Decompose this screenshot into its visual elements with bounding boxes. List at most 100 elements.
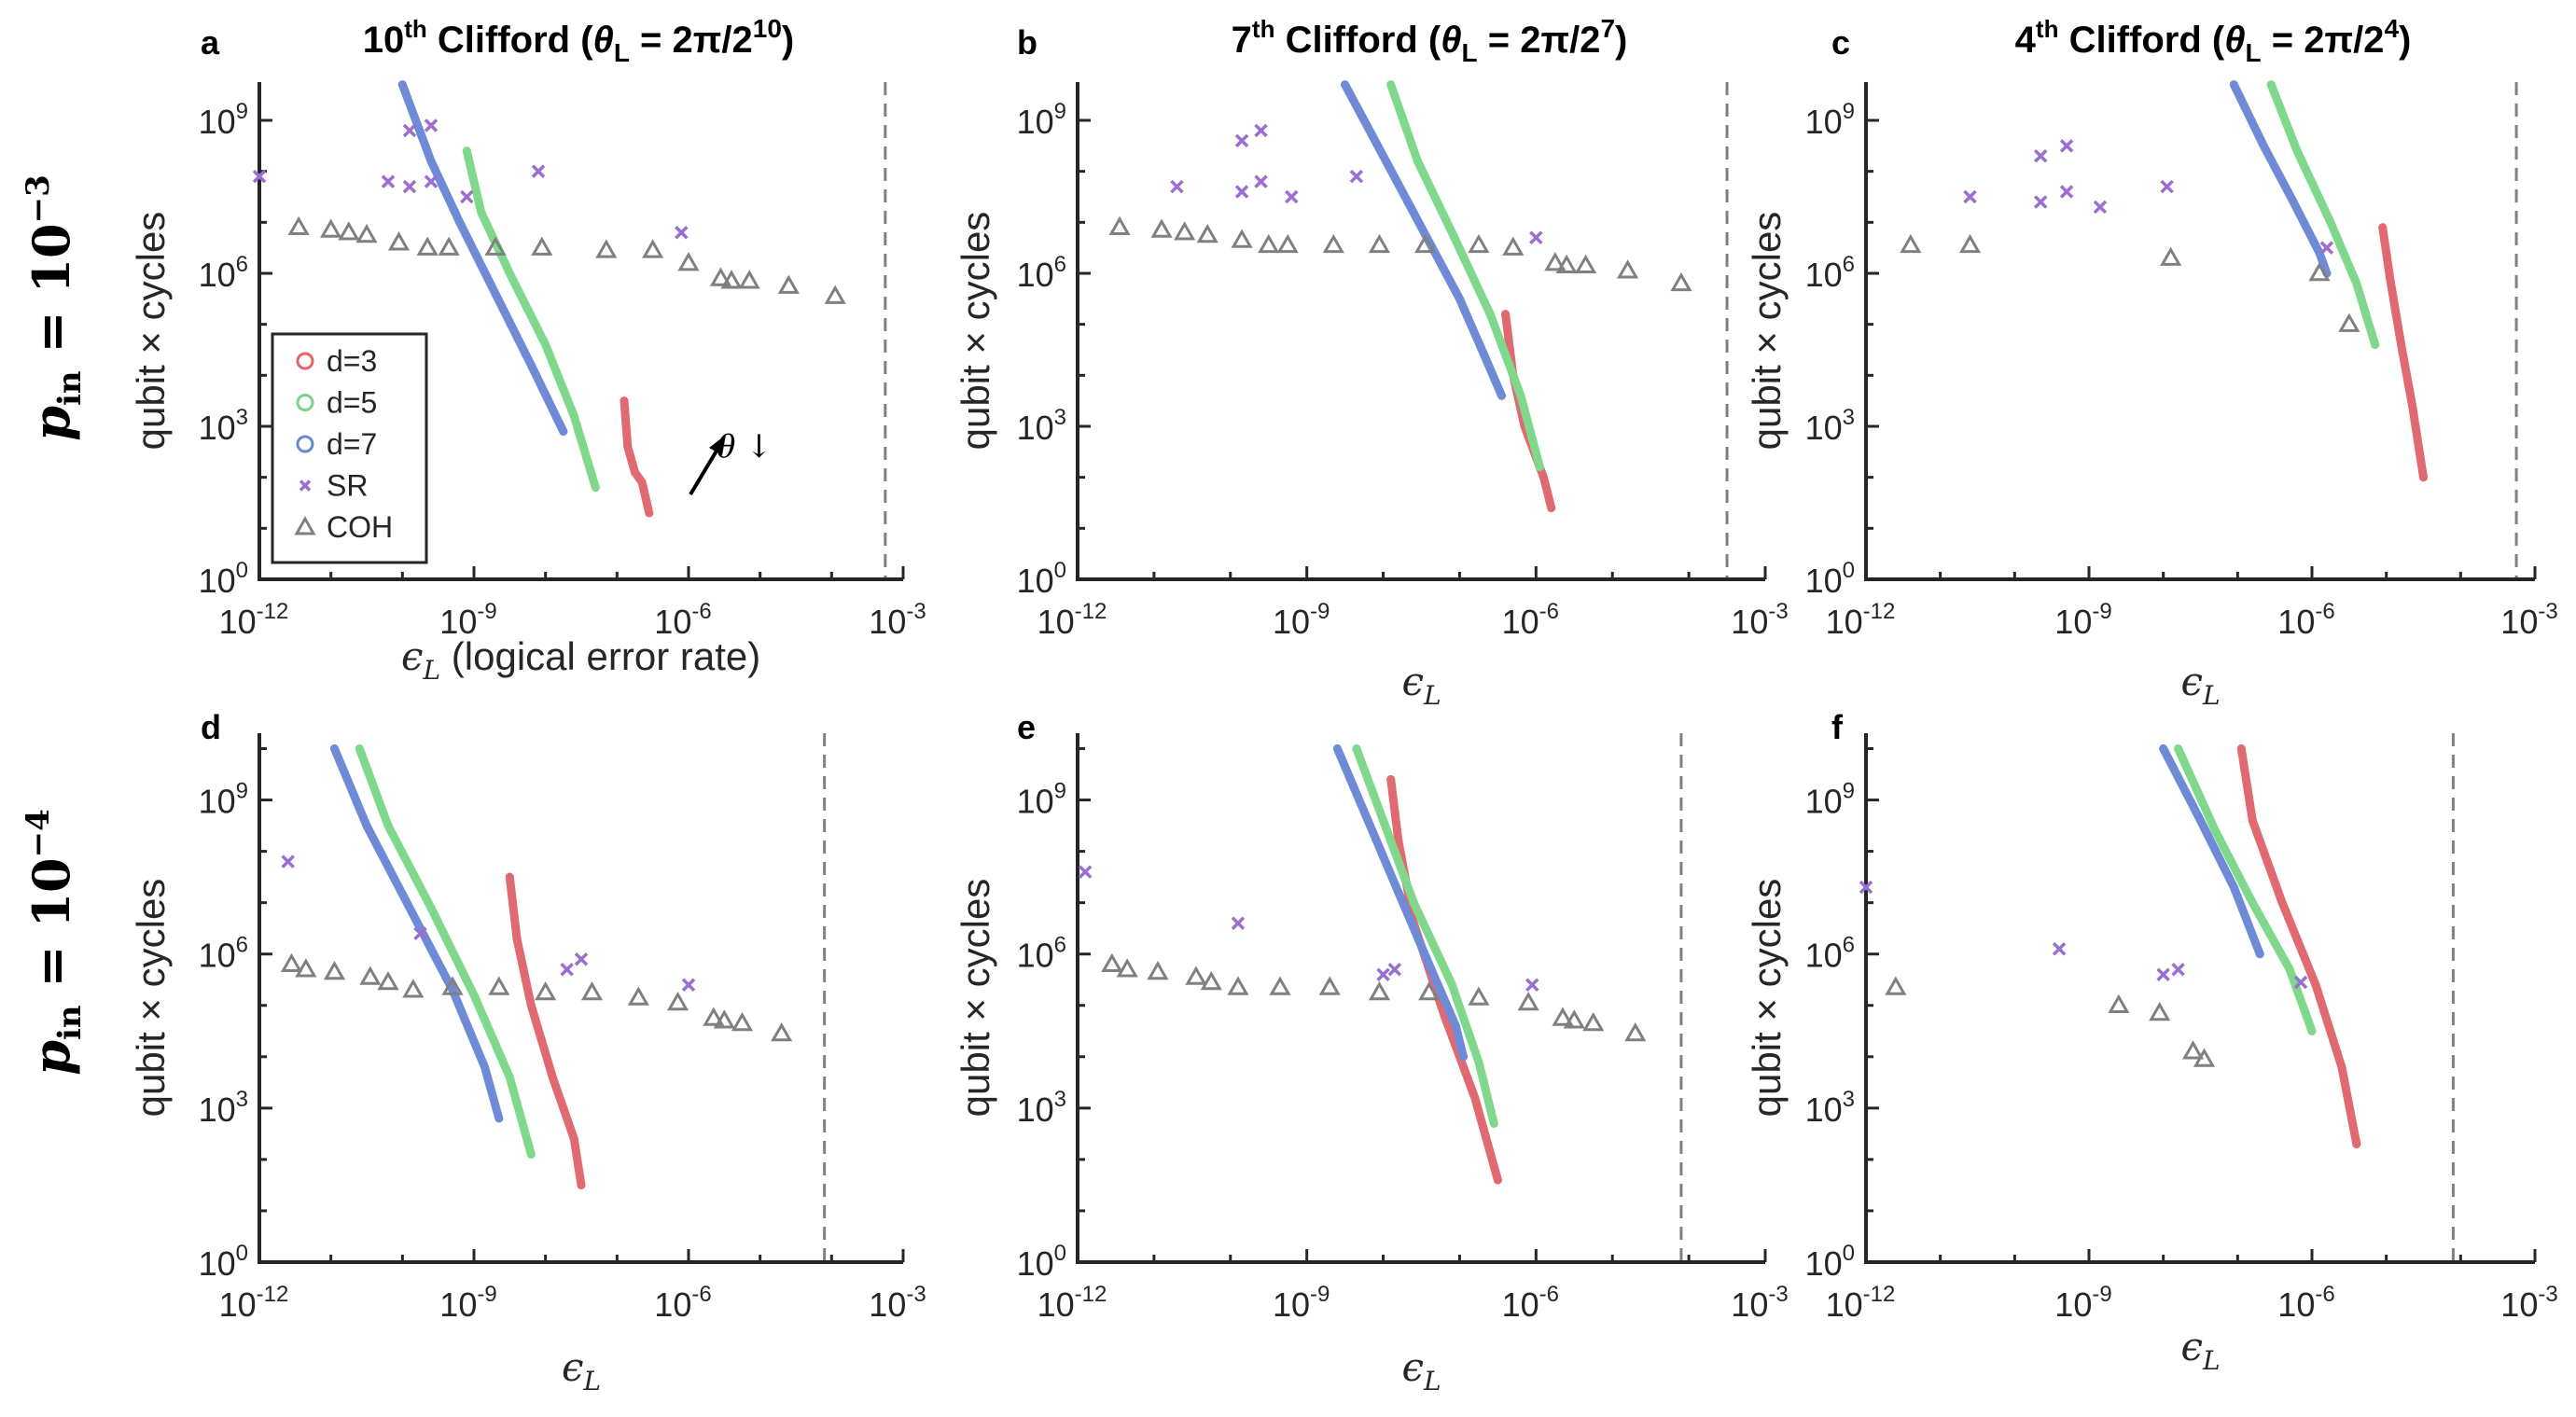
y-tick-label: 103 [1017, 1087, 1066, 1129]
data-point [2386, 273, 2395, 283]
x-tick-base: 10 [2277, 1285, 2315, 1324]
coh-marker [488, 976, 510, 995]
sr-marker [2059, 139, 2074, 153]
data-point [559, 426, 568, 436]
coh-marker [1885, 976, 1907, 995]
coh-marker [1116, 958, 1138, 978]
x-axis-sub: L [423, 655, 441, 686]
y-axis-label: qubit × cycles [954, 879, 997, 1118]
series-SR [1078, 865, 1539, 992]
coh-marker [1269, 976, 1291, 995]
title-sup: th [404, 15, 427, 43]
coh-marker [709, 267, 732, 286]
coh-marker [377, 970, 399, 991]
data-point [1447, 228, 1456, 237]
y-tick-base: 10 [1805, 937, 1843, 975]
data-point [1493, 1175, 1502, 1185]
curve-d7 [1341, 80, 1506, 400]
x-tick-label: 10-9 [2054, 599, 2111, 641]
data-point [526, 360, 536, 369]
curve-d3 [2378, 223, 2428, 482]
sr-marker-stroke [1349, 169, 1364, 184]
y-tick-label: 109 [199, 99, 248, 141]
x-tick-base: 10 [2500, 603, 2538, 641]
data-point [330, 744, 339, 754]
sr-marker [2093, 200, 2108, 215]
coh-marker [531, 236, 553, 256]
coh-marker [535, 980, 557, 1001]
coh-marker [1502, 236, 1525, 256]
sr-marker [424, 118, 439, 132]
series-d5 [355, 744, 536, 1159]
data-point [1447, 980, 1456, 990]
x-tick-label: 10-12 [1037, 599, 1107, 641]
coh-marker [1276, 233, 1299, 254]
y-tick-exp: 0 [1843, 1241, 1855, 1266]
data-point [623, 442, 633, 451]
y-tick-label: 106 [1017, 252, 1066, 294]
sr-marker-stroke [560, 962, 574, 977]
coh-marker [1227, 976, 1249, 995]
y-tick-exp: 3 [236, 405, 248, 430]
x-axis-epsilon: ϵ [1401, 659, 1424, 704]
y-tick-label: 103 [1805, 1087, 1855, 1129]
y-tick-base: 10 [1017, 1244, 1054, 1283]
data-point [2397, 340, 2406, 350]
x-tick-label: 10-12 [219, 1282, 289, 1324]
x-tick-exp: -3 [1768, 1282, 1788, 1307]
data-point [2277, 898, 2287, 908]
sr-marker-stroke [1963, 189, 1977, 204]
x-axis-label: ϵL (logical error rate) [401, 633, 760, 686]
y-tick-label: 100 [199, 1241, 248, 1283]
data-point [480, 1063, 489, 1072]
title-rhs: = 2π/2 [1478, 20, 1601, 61]
panel-letter-text: c [1831, 23, 1850, 62]
legend-circle-marker [296, 352, 314, 370]
y-tick-label: 103 [199, 405, 248, 447]
y-axis-label: qubit × cycles [954, 212, 997, 451]
data-point [2236, 744, 2246, 754]
legend-item: d=3 [296, 344, 377, 378]
y-tick-label: 100 [1805, 558, 1855, 600]
coh-marker [1258, 233, 1280, 254]
y-tick-exp: 3 [1843, 405, 1855, 430]
sr-marker [413, 926, 427, 940]
data-point [1394, 888, 1403, 897]
arrow-label-text: θ ↓ [717, 428, 773, 465]
y-tick-base: 10 [1805, 1244, 1843, 1283]
series-d3 [1386, 775, 1502, 1185]
y-tick-label: 106 [199, 252, 248, 294]
sr-marker-stroke [1529, 230, 1543, 244]
title-rhs: = 2π/2 [630, 20, 753, 61]
x-tick-exp: -12 [1863, 1282, 1896, 1307]
x-tick-label: 10-3 [869, 599, 926, 641]
coh-marker [677, 252, 700, 271]
legend-label: COH [327, 510, 393, 544]
sr-marker [1078, 865, 1093, 879]
series-COH [1108, 215, 1692, 292]
coh-marker [1150, 218, 1173, 238]
sr-marker-stroke [1285, 189, 1299, 204]
y-tick-label: 106 [1017, 933, 1066, 975]
curve-d3 [505, 872, 586, 1189]
data-point [2255, 950, 2264, 959]
panel-title: 10th Clifford (θL = 2π/210) [363, 14, 795, 67]
sr-marker-stroke [252, 169, 267, 184]
y-tick-base: 10 [1805, 783, 1843, 821]
coh-marker [824, 285, 846, 304]
data-point [1455, 294, 1464, 303]
data-point [1474, 1057, 1483, 1066]
y-tick-base: 10 [1017, 103, 1054, 141]
sr-marker [675, 226, 689, 240]
coh-marker [580, 980, 604, 1001]
y-axis-label-text: qubit × cycles [129, 879, 173, 1118]
sr-marker-stroke [2052, 941, 2067, 956]
row-label-p: p [21, 406, 81, 441]
data-point [1379, 151, 1388, 160]
sr-marker [281, 854, 295, 868]
x-axis-epsilon: ϵ [1401, 1344, 1424, 1390]
data-point [2419, 473, 2428, 482]
data-point [362, 821, 371, 830]
data-point [2292, 146, 2302, 156]
sr-marker [574, 952, 589, 966]
